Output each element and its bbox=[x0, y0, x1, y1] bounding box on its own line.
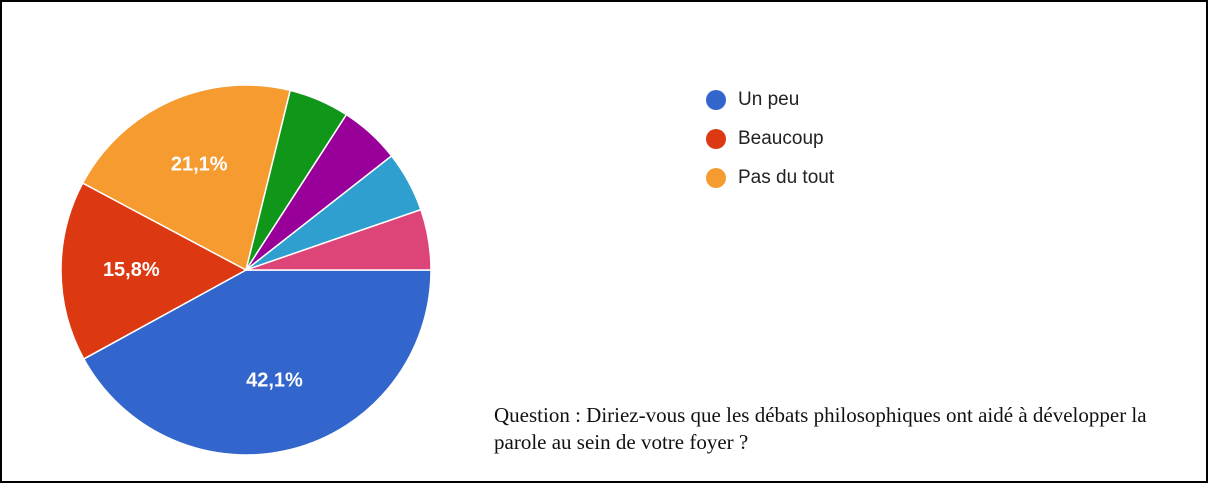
legend-label: Pas du tout bbox=[738, 167, 835, 188]
pie-slice bbox=[60, 182, 248, 360]
legend-marker bbox=[706, 129, 726, 149]
legend-label: Beaucoup bbox=[738, 128, 824, 149]
pie-slice bbox=[81, 84, 292, 272]
annotation: Question : Diriez-vous que les débats ph… bbox=[494, 403, 1147, 454]
pie-slice bbox=[245, 208, 432, 271]
pie-slice bbox=[82, 269, 432, 456]
annotation-box: Question : Diriez-vous que les débats ph… bbox=[494, 403, 1147, 454]
slice-label: 21,1% bbox=[171, 154, 228, 176]
legend-marker bbox=[706, 168, 726, 188]
slice-label: 15,8% bbox=[103, 259, 160, 281]
slice-label: 42,1% bbox=[246, 369, 303, 391]
legend-label: Un peu bbox=[738, 89, 799, 110]
legend-marker bbox=[706, 90, 726, 110]
